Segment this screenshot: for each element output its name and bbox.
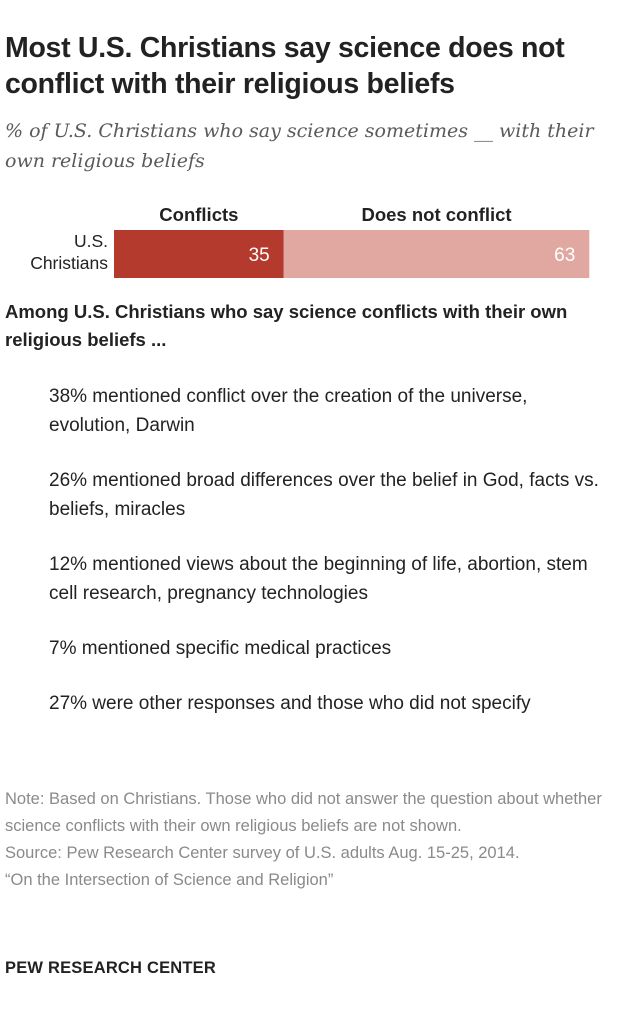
data-label: 35 <box>249 245 270 266</box>
bar-does-not-conflict <box>283 230 590 278</box>
brand-logo-text: PEW RESEARCH CENTER <box>5 959 216 977</box>
breakdown-heading: Among U.S. Christians who say science co… <box>5 301 568 350</box>
note-text: Note: Based on Christians. Those who did… <box>5 790 602 835</box>
footnotes: Note: Based on Christians. Those who did… <box>5 786 615 894</box>
list-item: 38% mentioned conflict over the creation… <box>49 386 528 436</box>
chart-subtitle: % of U.S. Christians who say science som… <box>5 120 594 172</box>
data-label: 63 <box>554 245 575 266</box>
legend-label: Conflicts <box>159 204 238 225</box>
chart-title: Most U.S. Christians say science does no… <box>5 32 565 100</box>
report-title: “On the Intersection of Science and Reli… <box>5 871 334 889</box>
source-text: Source: Pew Research Center survey of U.… <box>5 844 520 862</box>
list-item: 12% mentioned views about the beginning … <box>49 554 588 604</box>
category-label: U.S. Christians <box>30 231 108 273</box>
breakdown-list: 38% mentioned conflict over the creation… <box>49 382 609 744</box>
stacked-bar-chart: U.S. Christians 35 Conflicts 63 Does not conf… <box>30 204 590 278</box>
legend-label: Does not conflict <box>361 204 511 225</box>
list-item: 27% were other responses and those who d… <box>49 693 531 714</box>
bar-conflicts <box>114 230 284 278</box>
list-item: 7% mentioned specific medical practices <box>49 638 392 659</box>
list-item: 26% mentioned broad differences over the… <box>49 470 599 520</box>
